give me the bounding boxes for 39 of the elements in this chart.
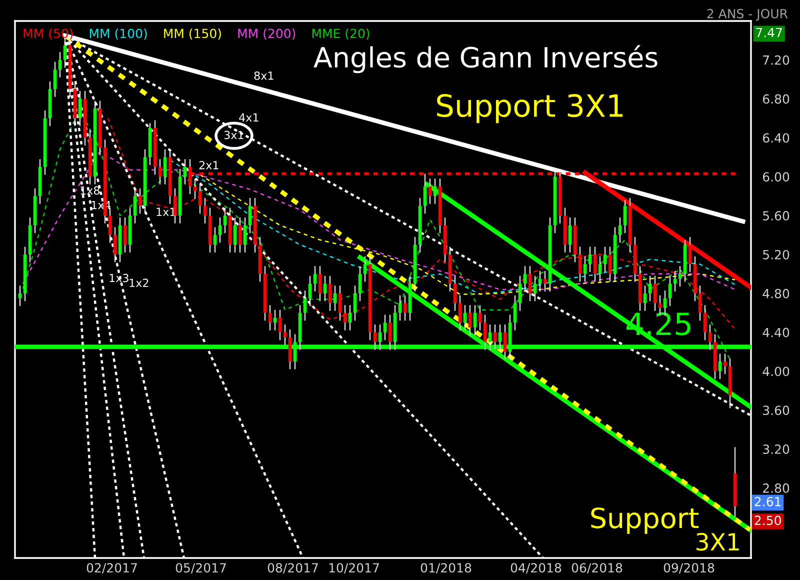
- annotation: 2x1: [199, 160, 218, 170]
- annotation: 3X1: [696, 532, 739, 551]
- text: 2.50: [754, 516, 781, 526]
- y-tick-label: 6.80: [762, 94, 790, 104]
- text: 2.61: [754, 496, 781, 506]
- text: MM (50): [24, 28, 73, 40]
- annotation: Support: [591, 507, 699, 534]
- y-tick-label: 5.60: [763, 211, 790, 220]
- x-tick-label: 05/2017: [176, 563, 226, 574]
- annotation: 3x1: [224, 130, 244, 140]
- text: MM (150): [164, 28, 221, 40]
- x-tick-label: 08/2017: [268, 563, 318, 574]
- text: Support 3X1: [437, 94, 623, 124]
- y-tick-label: 6.00: [762, 172, 790, 182]
- y-tick-label: 3.60: [763, 406, 790, 416]
- y-tick-label: 6.40: [762, 133, 790, 143]
- x-tick-label: 04/2018: [510, 563, 562, 574]
- x-tick-label: 10/2017: [329, 563, 379, 574]
- y-tick-label: 7.20: [763, 55, 790, 65]
- y-tick-label: 4.40: [762, 328, 790, 338]
- y-tick-label: 3.20: [763, 444, 790, 454]
- annotation: 7.47: [756, 28, 782, 38]
- y-tick-label: 4.80: [762, 288, 790, 298]
- text: Angles de Gann Inversés: [314, 45, 658, 74]
- annotation: 1x2: [130, 278, 148, 287]
- x-tick-label: 09/2018: [664, 563, 714, 574]
- annotation: 1x3: [110, 274, 128, 282]
- x-tick-label: 01/2018: [420, 563, 472, 574]
- y-tick-label: 5.20: [763, 250, 790, 260]
- y-tick-label: 4.00: [762, 366, 790, 376]
- x-tick-label: 06/2018: [572, 563, 622, 574]
- text: MM (100): [90, 28, 147, 40]
- text: 2 ANS - JOUR: [707, 8, 788, 21]
- annotation: 8x1: [254, 71, 274, 80]
- text: MM (200): [238, 28, 296, 40]
- y-tick-label: 2.80: [763, 483, 790, 493]
- text: MME (20): [312, 28, 370, 40]
- x-tick-label: 02/2017: [86, 563, 137, 574]
- annotation: 4x1: [239, 113, 258, 122]
